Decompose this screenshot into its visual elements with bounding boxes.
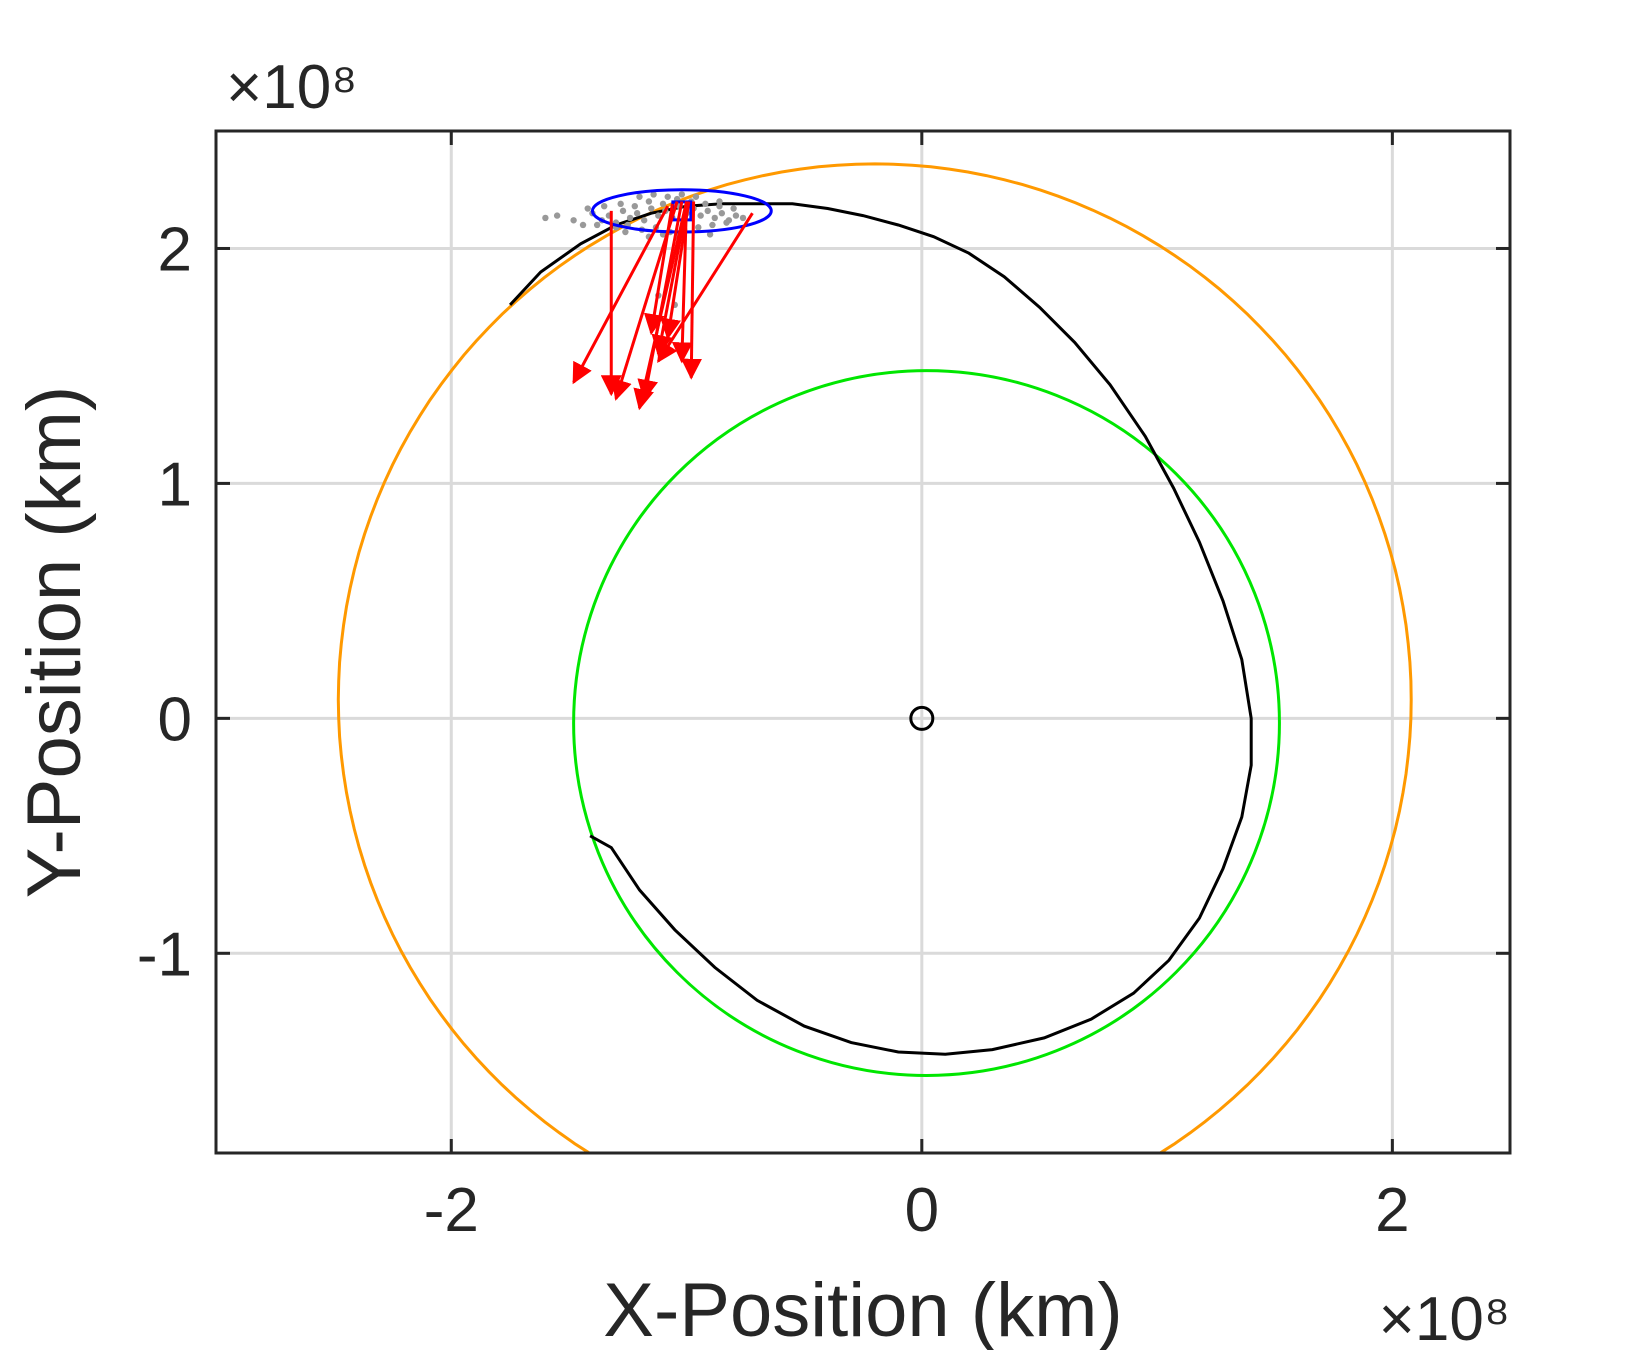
y-tick-label: 2 xyxy=(158,215,192,284)
sample-point xyxy=(739,214,747,222)
sample-point xyxy=(659,200,667,208)
y-exponent-label: ×10⁸ xyxy=(226,53,357,122)
sample-point xyxy=(619,207,627,215)
sample-point xyxy=(584,205,591,212)
sample-point xyxy=(640,217,648,224)
y-tick-label: 1 xyxy=(158,450,192,519)
sample-point xyxy=(678,191,686,198)
outer-orbit xyxy=(336,162,1413,1153)
sample-point xyxy=(711,214,718,222)
sample-point xyxy=(553,212,561,219)
y-tick-label: 0 xyxy=(158,685,192,754)
plot-background xyxy=(216,131,1510,1153)
y-tick-label: -1 xyxy=(137,920,192,989)
velocity-arrow xyxy=(643,203,674,336)
sample-point xyxy=(716,198,723,205)
sample-point xyxy=(648,205,655,212)
sample-point xyxy=(702,200,709,208)
sample-point xyxy=(626,214,634,222)
sample-point xyxy=(631,202,638,210)
sample-point xyxy=(542,214,549,222)
sample-point xyxy=(692,193,700,200)
grid-lines xyxy=(216,131,1510,1153)
sample-point xyxy=(695,224,702,231)
x-tick-label: -2 xyxy=(424,1176,479,1245)
sample-point xyxy=(579,221,587,229)
sample-point xyxy=(622,228,629,236)
axis-ticks: -2 0 2 -1 0 1 2 xyxy=(137,131,1510,1245)
velocity-arrow xyxy=(633,201,689,411)
velocity-arrow xyxy=(671,201,693,364)
sample-point xyxy=(697,212,704,219)
sample-point xyxy=(636,193,643,200)
inner-orbit xyxy=(572,369,1281,1077)
sample-point xyxy=(650,191,657,198)
velocity-arrow xyxy=(657,212,754,364)
sample-point xyxy=(732,212,740,219)
sample-point xyxy=(601,202,608,210)
sample-point xyxy=(723,219,730,226)
velocity-arrow xyxy=(681,201,703,380)
central-body-marker xyxy=(909,705,935,731)
sample-point xyxy=(655,212,662,219)
sample-point xyxy=(664,193,671,200)
y-axis-label: Y-Position (km) xyxy=(12,386,97,898)
x-axis-label: X-Position (km) xyxy=(603,1268,1122,1350)
sample-point xyxy=(645,198,653,205)
sample-point xyxy=(730,205,737,212)
sample-point xyxy=(704,207,711,215)
x-tick-label: 2 xyxy=(1375,1176,1409,1245)
transfer-trajectory xyxy=(509,202,1253,1056)
sample-point xyxy=(593,221,601,229)
sample-point xyxy=(617,200,624,208)
velocity-arrow xyxy=(572,205,670,385)
series-layer xyxy=(336,162,1413,1153)
sample-point xyxy=(570,217,577,224)
x-exponent-label: ×10⁸ xyxy=(1379,1285,1510,1350)
sample-point xyxy=(716,202,723,210)
sample-point xyxy=(709,221,716,229)
x-tick-label: 0 xyxy=(905,1176,939,1245)
sample-point xyxy=(706,231,714,238)
plot-frame xyxy=(214,129,1512,1155)
sample-point xyxy=(633,210,641,217)
sample-point xyxy=(718,210,726,217)
